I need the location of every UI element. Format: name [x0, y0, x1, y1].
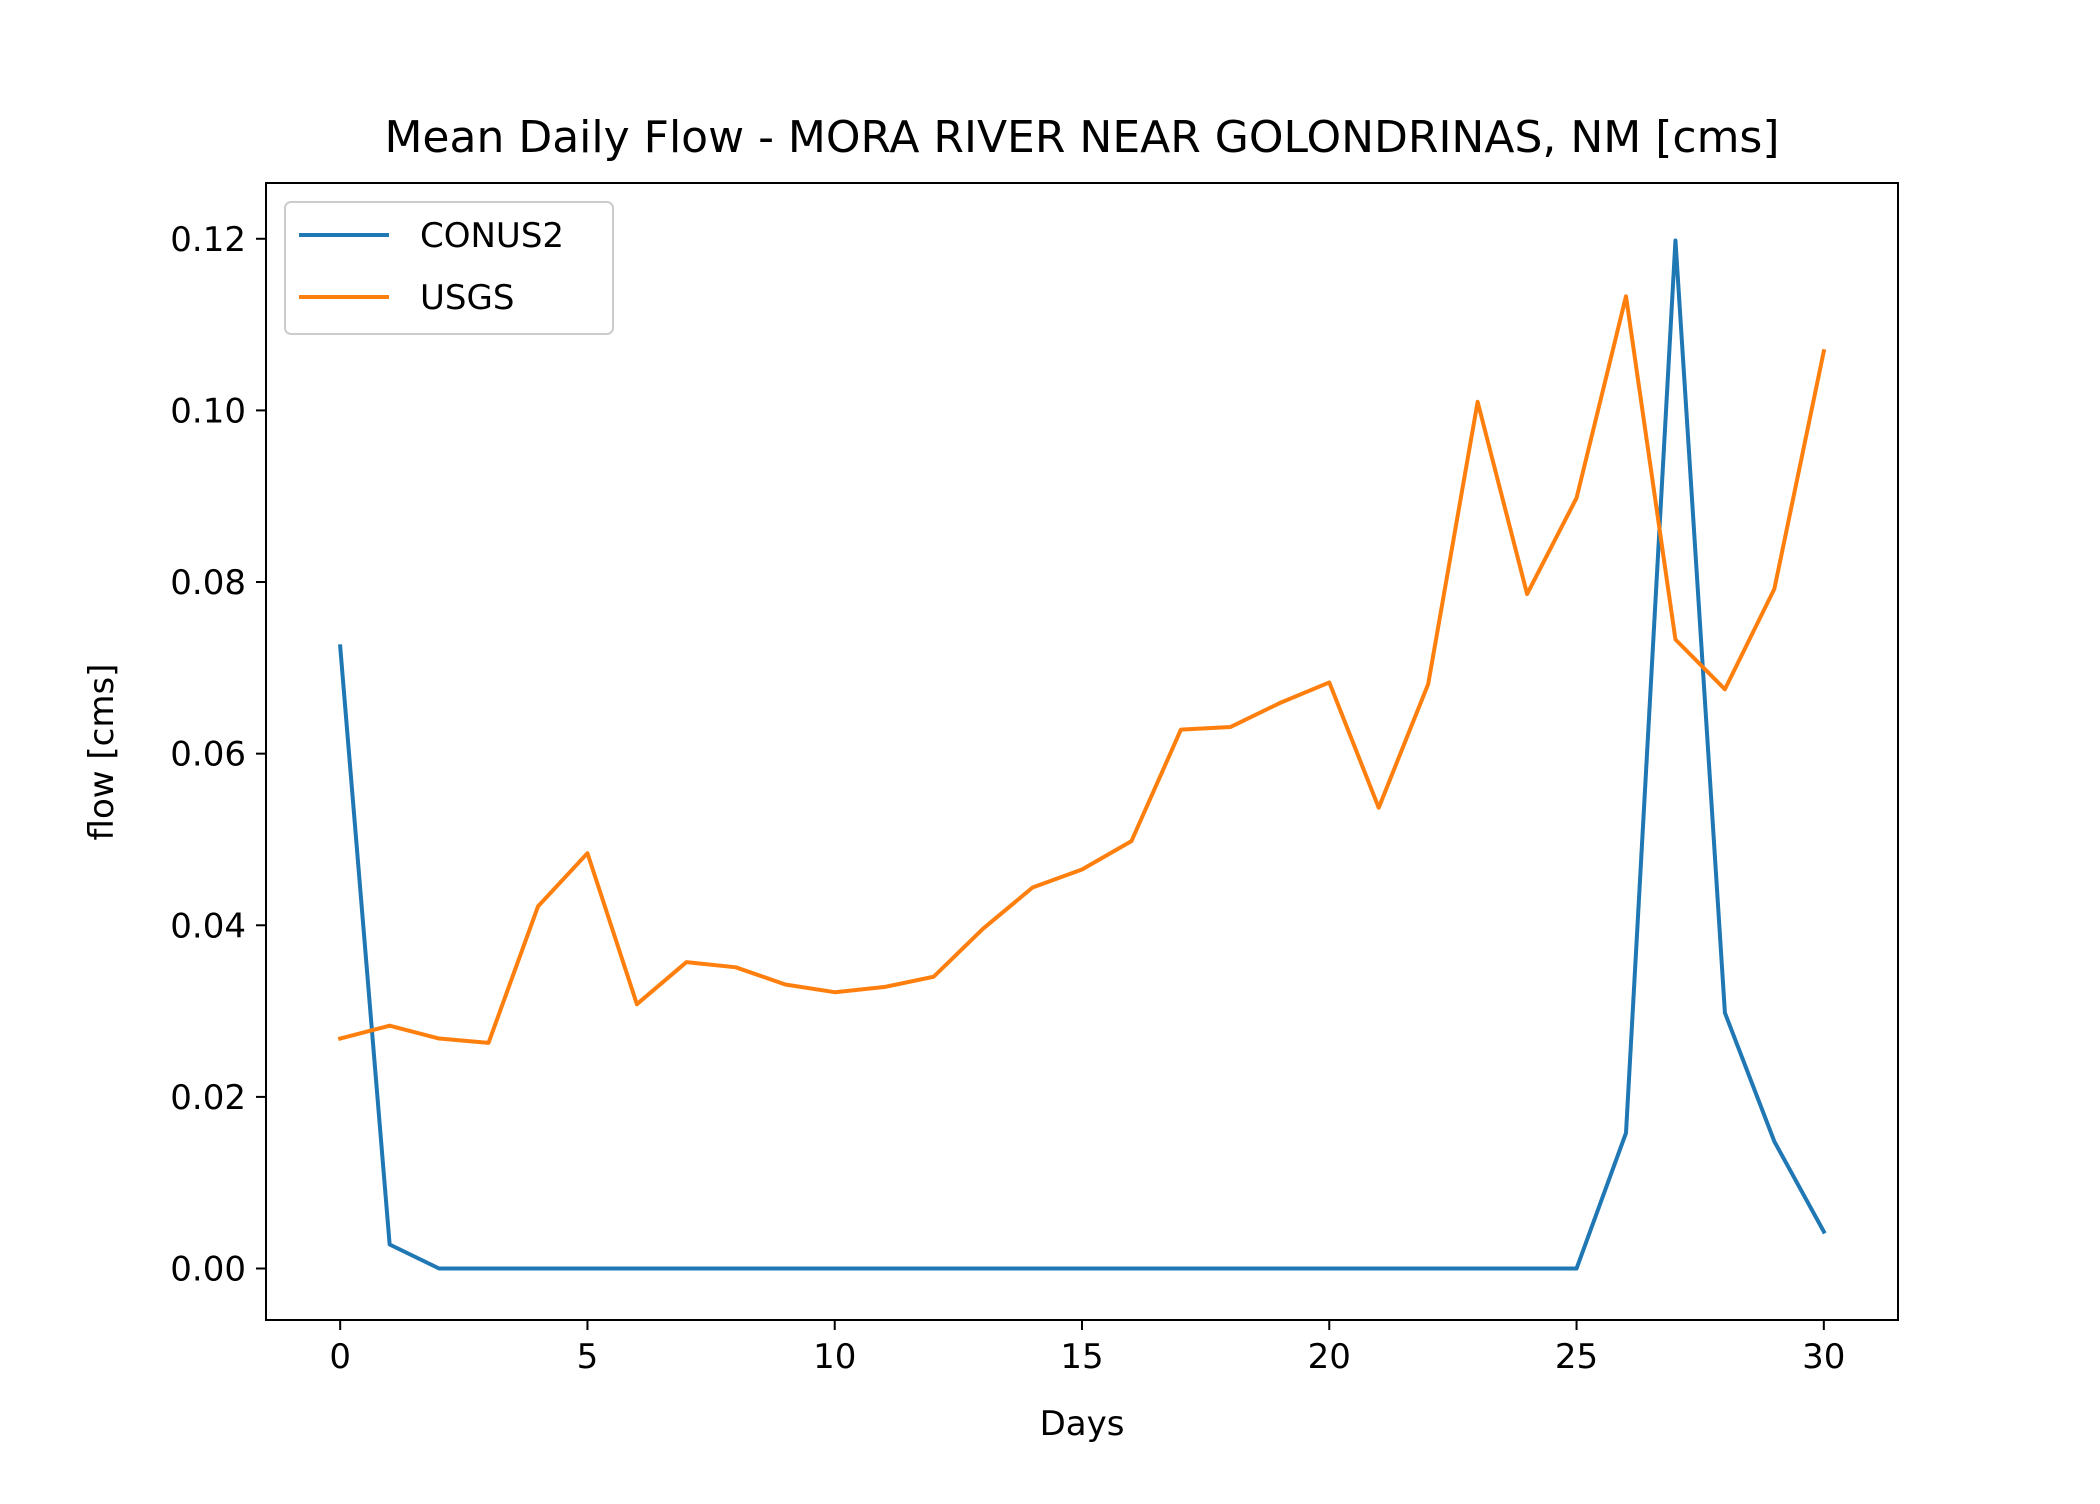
y-tick-label: 0.02 — [170, 1078, 246, 1118]
x-tick-label: 15 — [1060, 1337, 1103, 1377]
x-tick-label: 10 — [813, 1337, 856, 1377]
y-tick-label: 0.06 — [170, 735, 246, 775]
series-layer — [337, 238, 1827, 1271]
y-axis: 0.00 0.02 0.04 0.06 0.08 0.10 0.12 — [170, 220, 266, 1290]
x-tick-label: 25 — [1555, 1337, 1598, 1377]
y-axis-label: flow [cms] — [82, 664, 122, 841]
legend-label-usgs: USGS — [420, 278, 514, 318]
x-tick-label: 20 — [1308, 1337, 1351, 1377]
chart-title: Mean Daily Flow - MORA RIVER NEAR GOLOND… — [384, 112, 1779, 163]
legend-label-conus2: CONUS2 — [420, 216, 564, 256]
x-axis-label: Days — [1040, 1404, 1125, 1444]
y-tick-label: 0.04 — [170, 906, 246, 946]
x-tick-label: 30 — [1802, 1337, 1845, 1377]
series-line-usgs — [337, 294, 1827, 1045]
x-tick-label: 0 — [329, 1337, 351, 1377]
x-tick-label: 5 — [577, 1337, 599, 1377]
series-line-conus2 — [338, 238, 1827, 1271]
y-tick-label: 0.10 — [170, 391, 246, 431]
legend: CONUS2 USGS — [284, 201, 614, 335]
y-tick-label: 0.08 — [170, 563, 246, 603]
x-axis: 0 5 10 15 20 25 30 — [329, 1320, 1845, 1377]
y-tick-label: 0.00 — [170, 1250, 246, 1290]
y-tick-label: 0.12 — [170, 220, 246, 260]
